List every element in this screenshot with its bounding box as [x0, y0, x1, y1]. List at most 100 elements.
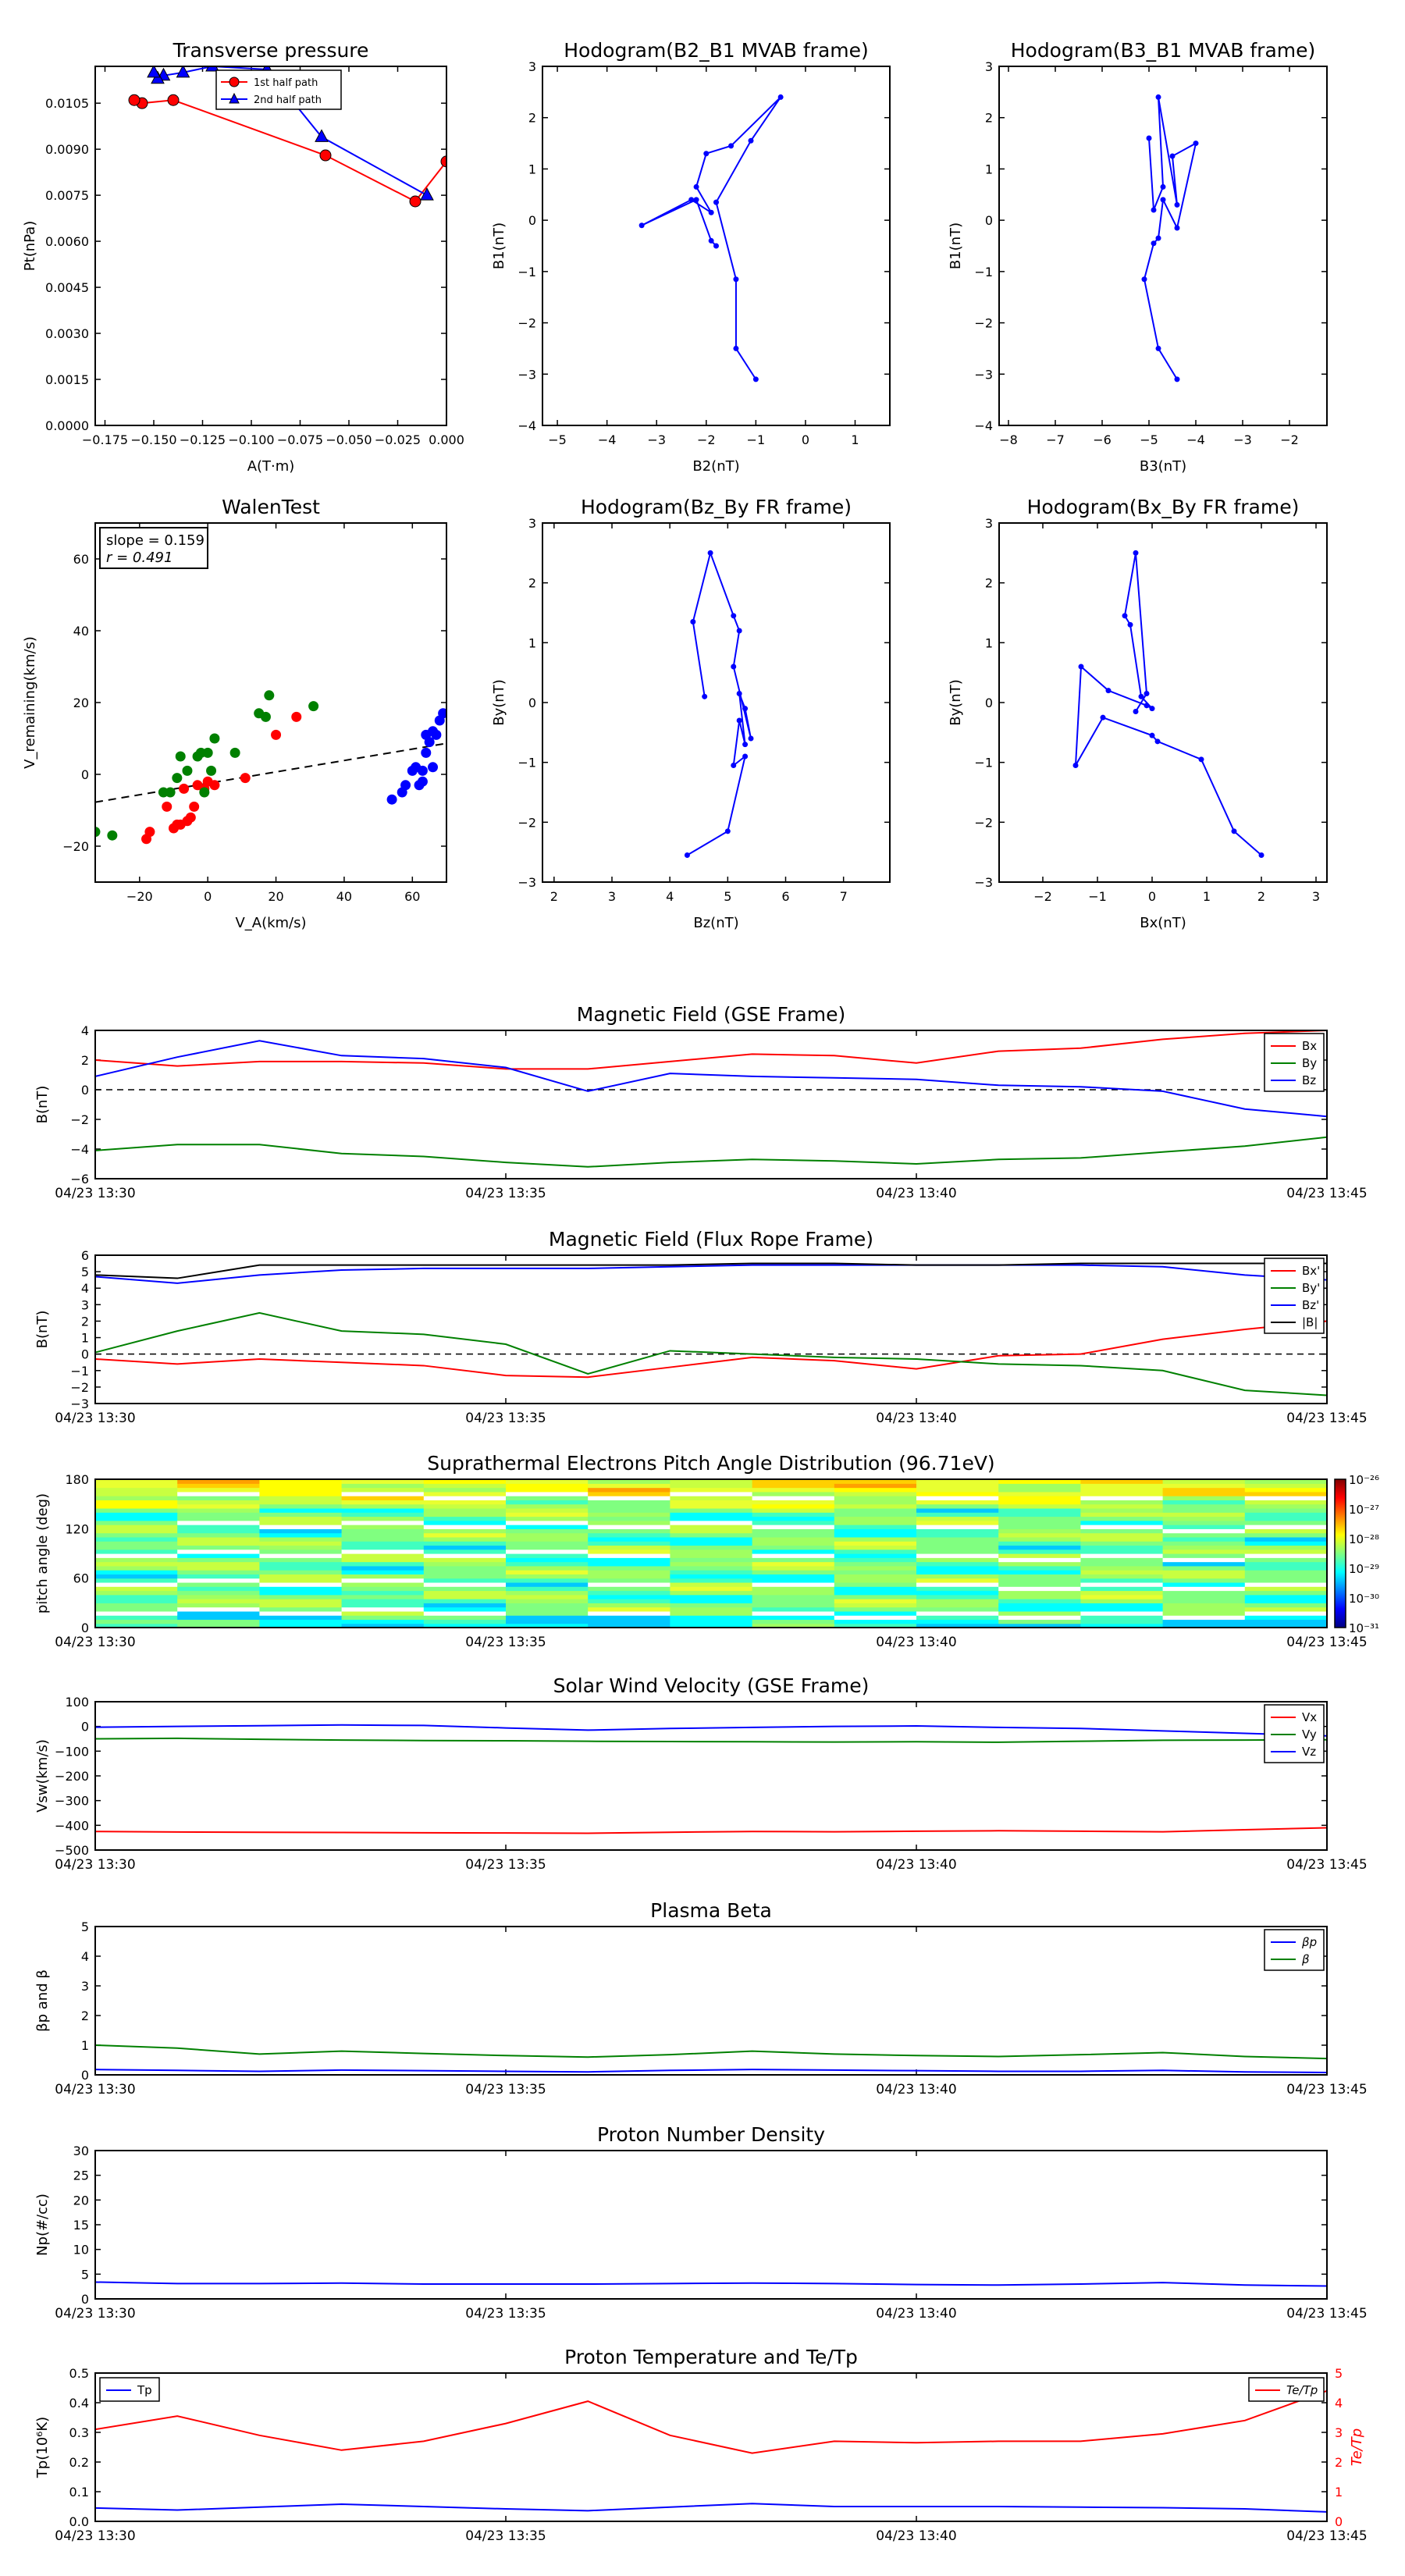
time-tick-label: 04/23 13:35 — [465, 1411, 546, 1426]
pad-cell — [1244, 1512, 1327, 1517]
pad-cell — [177, 1553, 260, 1558]
pad-cell — [259, 1561, 343, 1567]
pad-cell — [506, 1528, 589, 1534]
data-point — [417, 776, 428, 787]
colorbar-label: 10⁻³¹ — [1349, 1621, 1379, 1635]
pad-cell — [998, 1487, 1081, 1493]
x-tick-label: −3 — [1233, 432, 1252, 447]
y-tick-label: 0.2 — [69, 2455, 89, 2470]
time-tick-label: 04/23 13:45 — [1286, 2306, 1367, 2322]
pad-cell — [1080, 1500, 1164, 1505]
x-tick-label: 0 — [204, 889, 212, 904]
pad-cell — [341, 1590, 425, 1596]
pad-cell — [341, 1536, 425, 1542]
panel-hodogram-b2-b1: Hodogram(B2_B1 MVAB frame) −5 −4 −3 −2 −1 0 1 −4… — [491, 39, 891, 475]
pad-cell — [341, 1586, 425, 1592]
x-axis-label: Bz(nT) — [693, 915, 738, 931]
x-tick-label: −6 — [1093, 432, 1112, 447]
pad-cell — [95, 1491, 178, 1496]
y-axis-label: Np(#/cc) — [34, 2194, 51, 2256]
pad-cell — [506, 1500, 589, 1505]
data-point — [708, 237, 714, 244]
y-tick-label: 4 — [81, 1949, 89, 1964]
panel-title: Proton Number Density — [597, 2123, 825, 2146]
pad-cell — [341, 1541, 425, 1546]
pad-cell — [423, 1545, 507, 1550]
y-axis-label-right: Te/Tp — [1349, 2428, 1365, 2466]
pad-cell — [834, 1553, 917, 1558]
pad-cell — [670, 1603, 753, 1608]
pad-cell — [423, 1565, 507, 1571]
pad-cell — [752, 1582, 835, 1587]
series-line-By — [95, 1136, 1327, 1168]
pad-cell — [423, 1570, 507, 1574]
pad-cell — [341, 1553, 425, 1558]
pad-cell — [752, 1532, 835, 1538]
y-tick-label: 0.3 — [69, 2425, 89, 2440]
panel-title: Suprathermal Electrons Pitch Angle Distr… — [427, 1452, 994, 1475]
plot-area — [1072, 550, 1264, 858]
pad-cell — [834, 1623, 917, 1628]
y-axis-label: V_remaining(km/s) — [22, 636, 38, 769]
pad-cell — [341, 1615, 425, 1621]
pad-cell — [834, 1520, 917, 1525]
y-tick-label: 0.1 — [69, 2485, 89, 2500]
x-tick-label: −8 — [999, 432, 1018, 447]
y-tick-label: 60 — [73, 552, 89, 567]
panel-hodogram-b3-b1: Hodogram(B3_B1 MVAB frame) −8 −7 −6 −5 −4 −3 −2… — [948, 39, 1328, 475]
time-tick-label: 04/23 13:45 — [1286, 1635, 1367, 1650]
pad-cell — [177, 1603, 260, 1608]
pad-cell — [1162, 1512, 1246, 1517]
pad-cell — [916, 1574, 999, 1579]
data-point — [206, 765, 217, 776]
pad-cell — [423, 1619, 507, 1624]
pad-cell — [752, 1491, 835, 1496]
y-tick-label-right: 5 — [1335, 2366, 1343, 2381]
pad-cell — [998, 1491, 1081, 1496]
pad-cell — [834, 1549, 917, 1554]
x-tick-label: −0.125 — [180, 432, 226, 447]
pad-cell — [752, 1590, 835, 1596]
data-point — [417, 765, 428, 776]
data-point — [189, 801, 200, 812]
pad-cell — [95, 1479, 178, 1484]
pad-cell — [1162, 1582, 1246, 1587]
pad-cell — [670, 1528, 753, 1534]
panel-plasma-beta: Plasma Beta 0 1 2 3 4 5 04/23 13:30 04/23 13:35 0… — [34, 1899, 1368, 2097]
pad-cell — [834, 1507, 917, 1513]
x-tick-label: 0 — [802, 432, 809, 447]
pad-cell — [916, 1507, 999, 1513]
y-tick-label: 1 — [985, 162, 993, 176]
data-point — [179, 783, 190, 794]
y-tick-label: −4 — [518, 418, 536, 433]
y-axis-label: B1(nT) — [491, 222, 507, 269]
y-tick-label: 40 — [73, 624, 89, 639]
pad-cell — [998, 1545, 1081, 1550]
axes-frame — [94, 1030, 1328, 1179]
pad-cell — [1080, 1570, 1164, 1574]
axes-frame — [94, 66, 447, 426]
data-point — [707, 550, 713, 556]
pad-cell — [998, 1541, 1081, 1546]
pad-cell — [1244, 1520, 1327, 1525]
y-tick-label: 2 — [985, 576, 993, 591]
pad-cell — [95, 1483, 178, 1489]
pad-cell — [588, 1496, 670, 1500]
pad-cell — [259, 1536, 343, 1542]
data-point — [1155, 235, 1161, 241]
pad-cell — [95, 1553, 178, 1558]
panel-title: Transverse pressure — [173, 39, 369, 62]
pad-cell — [998, 1500, 1081, 1505]
pad-cell — [588, 1528, 670, 1534]
data-point — [431, 729, 442, 740]
panel-sw-velocity: Solar Wind Velocity (GSE Frame) −500 −400 −… — [34, 1674, 1368, 1873]
pad-cell — [670, 1599, 753, 1603]
panel-hodogram-bz-by: Hodogram(Bz_By FR frame) 2 3 4 5 6 7 −3 −2 −1 0 1 2 3… — [491, 496, 891, 931]
pad-cell — [95, 1623, 178, 1628]
pad-cell — [1244, 1565, 1327, 1571]
pad-cell — [916, 1520, 999, 1525]
legend-label: |B| — [1302, 1315, 1318, 1329]
pad-cell — [588, 1491, 670, 1496]
pad-cell — [916, 1479, 999, 1484]
